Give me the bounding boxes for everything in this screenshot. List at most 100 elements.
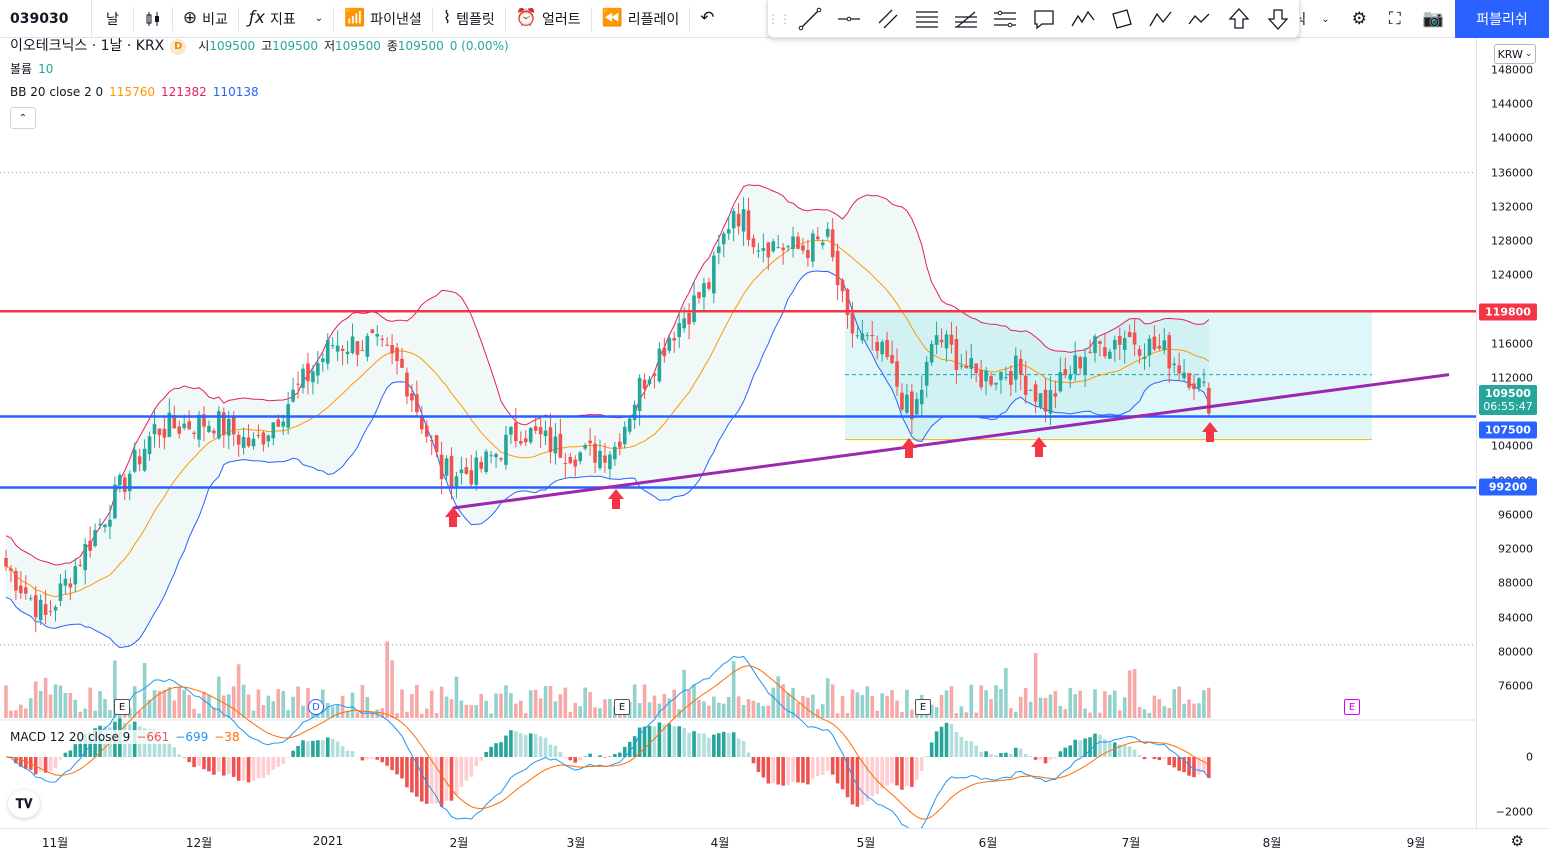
horizontal-line-tool[interactable] <box>829 0 868 38</box>
bb-legend-row[interactable]: BB 20 close 2 0 115760 121382 110138 <box>10 81 509 104</box>
bb-basis-line <box>5 239 1210 598</box>
candle-body <box>1058 372 1063 392</box>
volume-bar <box>578 706 582 718</box>
volume-bar <box>835 713 840 718</box>
candle-body <box>929 343 934 363</box>
arrow-up-tool[interactable] <box>1219 0 1258 38</box>
callout-tool[interactable] <box>1024 0 1063 38</box>
macd-histogram-bar <box>1177 757 1181 771</box>
settings-gear-icon[interactable]: ⚙ <box>1510 832 1524 850</box>
pitchfork-tool[interactable] <box>985 0 1024 38</box>
volume-bar <box>1068 687 1073 718</box>
candle-body <box>311 371 315 383</box>
rotated-rectangle-tool[interactable] <box>1102 0 1141 38</box>
volume-bar <box>296 686 300 718</box>
volume-bar <box>1088 712 1092 718</box>
time-axis[interactable]: 11월 12월 2021 2월 3월 4월 5월 6월 7월 8월 9월 ⚙ <box>0 828 1549 853</box>
volume-bar <box>583 687 587 718</box>
symbol-legend-row[interactable]: 이오테크닉스 · 1날 · KRX D 시109500 고109500 저109… <box>10 35 509 58</box>
drag-handle-icon[interactable]: ⋮⋮ <box>767 11 791 26</box>
candle-body <box>439 454 444 480</box>
volume-bar <box>58 685 63 718</box>
candle-body <box>974 363 978 374</box>
volume-bar <box>776 676 780 718</box>
price-chart[interactable] <box>0 38 1476 828</box>
macd-histogram-bar <box>890 757 894 784</box>
legend-collapse-button[interactable]: ⌃ <box>10 107 36 129</box>
currency-selector[interactable]: KRW ⌄ <box>1494 44 1536 64</box>
trend-line-tool[interactable] <box>790 0 829 38</box>
macd-histogram-bar <box>370 757 375 760</box>
compare-button[interactable]: ⊕ 비교 <box>173 0 238 38</box>
candle-body <box>519 441 523 444</box>
alert-button[interactable]: ⏰ 얼러트 <box>506 0 591 38</box>
earnings-event-marker[interactable]: E <box>614 699 630 715</box>
candle-body <box>840 279 845 292</box>
macd-histogram-bar <box>598 755 602 757</box>
candle-body <box>226 418 231 436</box>
macd-histogram-bar <box>340 746 345 757</box>
volume-bar <box>479 693 483 718</box>
volume-bar <box>573 702 578 718</box>
volume-bar <box>756 702 761 718</box>
open-value: 109500 <box>209 39 256 53</box>
candle-body <box>999 371 1003 381</box>
upcoming-earnings-marker[interactable]: E <box>1344 699 1360 715</box>
macd-histogram-bar <box>548 744 553 757</box>
earnings-event-marker[interactable]: E <box>915 699 931 715</box>
snapshot-button[interactable]: 📷 <box>1412 0 1455 38</box>
candle-body <box>761 248 766 251</box>
price-axis[interactable]: KRW ⌄ 148000 144000 140000 136000 132000 12800… <box>1476 38 1549 828</box>
candle-body <box>870 335 875 337</box>
macd-legend[interactable]: MACD 12 20 close 9 −661 −699 −38 <box>10 730 240 744</box>
dividend-event-marker[interactable]: D <box>308 699 324 715</box>
symbol-title: 이오테크닉스 · 1날 · KRX <box>10 38 165 54</box>
candle-body <box>603 455 607 463</box>
templates-button[interactable]: ⌇ 템플릿 <box>433 0 505 38</box>
macd-histogram-bar <box>1053 757 1058 759</box>
chart-type-button[interactable] <box>134 0 172 38</box>
volume-bar <box>959 706 964 718</box>
macd-histogram-bar <box>434 757 439 804</box>
time-tick-label: 2021 <box>312 834 344 848</box>
volume-legend-row[interactable]: 볼륨 10 <box>10 58 509 81</box>
publish-button[interactable]: 퍼블리쉬 <box>1455 0 1549 38</box>
settings-button[interactable]: ⚙ <box>1341 0 1378 38</box>
volume-bar <box>825 678 830 718</box>
fib-fan-tool[interactable] <box>946 0 985 38</box>
macd-histogram-bar <box>915 757 919 780</box>
abcd-pattern-tool[interactable] <box>1141 0 1180 38</box>
replay-button[interactable]: ⏪ 리플레이 <box>592 0 690 38</box>
earnings-event-marker[interactable]: E <box>114 699 130 715</box>
chart-pane[interactable] <box>0 38 1476 828</box>
macd-histogram-bar <box>1187 757 1191 776</box>
volume-bar <box>1167 707 1172 718</box>
arrow-down-tool[interactable] <box>1258 0 1297 38</box>
volume-bar <box>514 703 518 718</box>
volume-bar <box>212 707 216 718</box>
macd-histogram-bar <box>48 757 53 772</box>
macd-histogram-bar <box>1028 756 1033 757</box>
financials-button[interactable]: 📶 파이낸셜 <box>334 0 432 38</box>
fib-retracement-tool[interactable] <box>907 0 946 38</box>
parallel-channel-tool[interactable] <box>868 0 907 38</box>
fullscreen-button[interactable]: ⛶ <box>1378 0 1412 38</box>
macd-histogram-bar <box>207 757 211 772</box>
candle-body <box>751 238 756 248</box>
macd-histogram-bar <box>484 751 488 757</box>
undo-button[interactable]: ↶ <box>690 0 724 38</box>
volume-bar <box>1014 711 1018 718</box>
indicators-button[interactable]: ƒx 지표 ⌄ <box>239 0 333 38</box>
tradingview-logo[interactable]: 𝐓𝐕 <box>8 790 40 818</box>
macd-histogram-bar <box>1117 744 1122 757</box>
symbol-search-button[interactable]: 039030 <box>0 0 92 38</box>
elliott-wave-tool[interactable] <box>1063 0 1102 38</box>
price-tick-label: 112000 <box>1491 371 1533 385</box>
macd-histogram-bar <box>657 722 662 757</box>
interval-button[interactable]: 날 <box>92 0 133 38</box>
compare-label: 비교 <box>202 11 228 28</box>
path-tool[interactable] <box>1180 0 1219 38</box>
candle-body <box>924 361 929 386</box>
candle-body <box>108 519 112 527</box>
candle-body <box>261 432 266 445</box>
